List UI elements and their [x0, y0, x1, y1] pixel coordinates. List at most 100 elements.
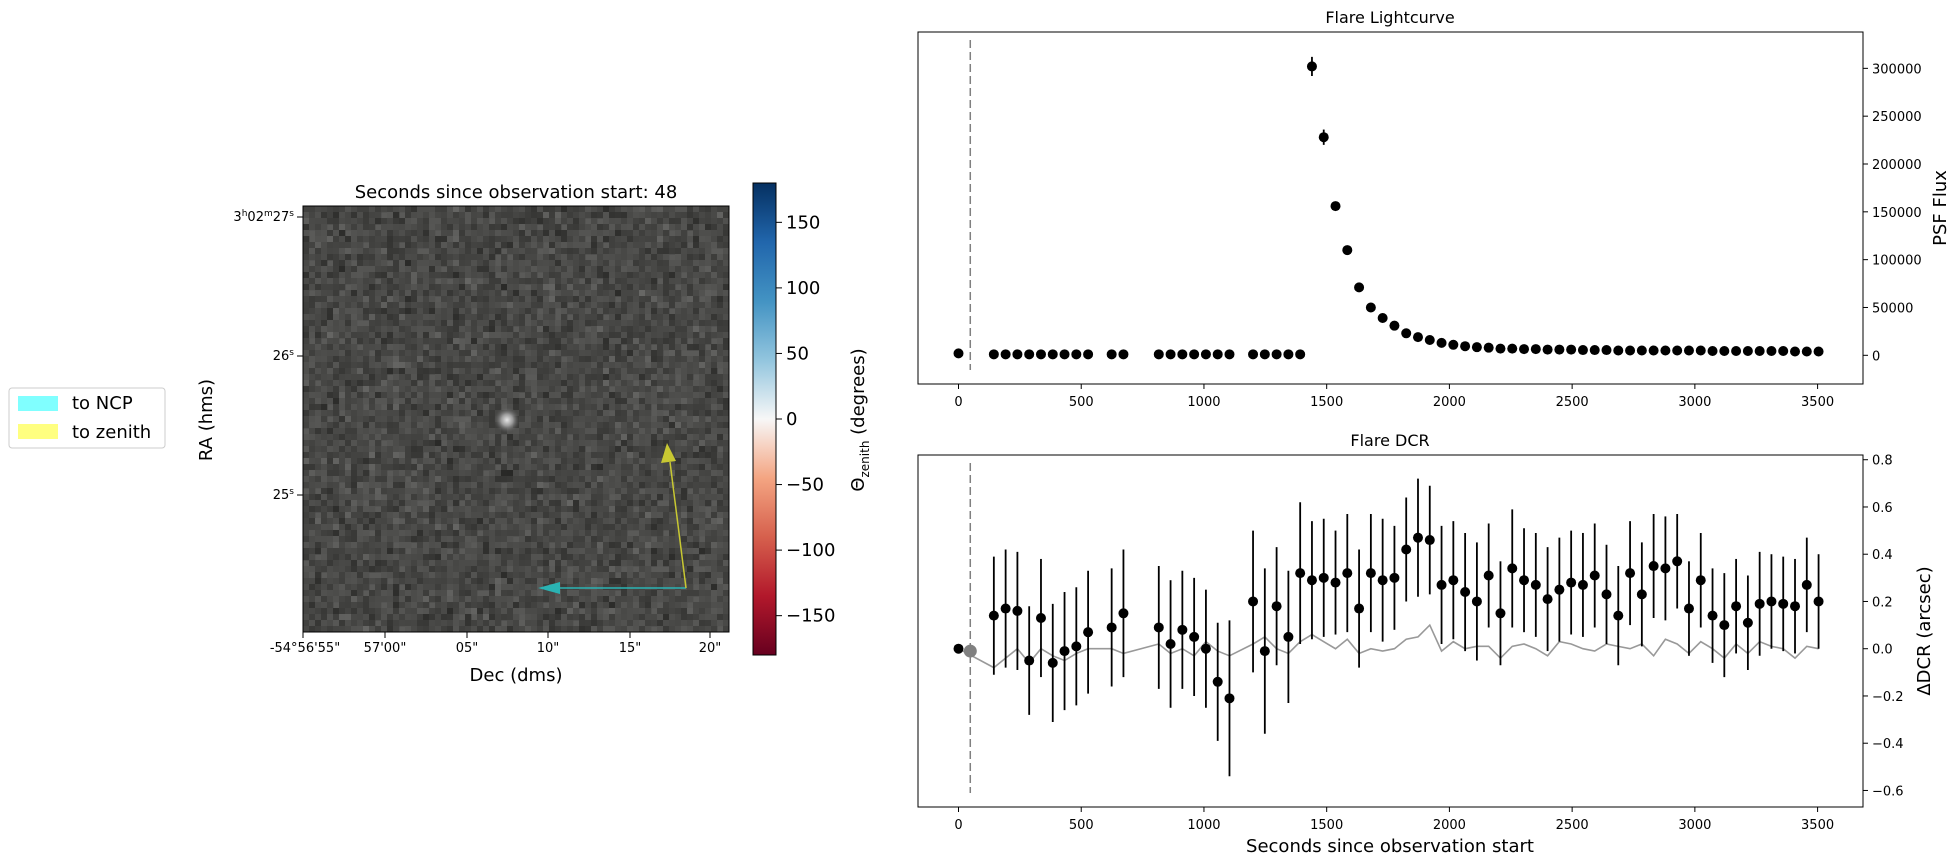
image-pixel: [405, 278, 412, 285]
image-pixel: [603, 386, 610, 393]
image-pixel: [321, 614, 328, 621]
image-pixel: [369, 596, 376, 603]
image-pixel: [621, 602, 628, 609]
image-pixel: [699, 206, 706, 213]
image-pixel: [633, 572, 640, 579]
image-pixel: [585, 260, 592, 267]
image-pixel: [405, 266, 412, 273]
image-pixel: [561, 512, 568, 519]
image-pixel: [705, 278, 712, 285]
data-point: [1000, 603, 1011, 614]
image-pixel: [591, 620, 598, 627]
image-pixel: [717, 482, 724, 489]
image-pixel: [579, 308, 586, 315]
image-pixel: [609, 218, 616, 225]
image-pixel: [591, 500, 598, 507]
image-pixel: [429, 380, 436, 387]
image-pixel: [507, 578, 514, 585]
image-pixel: [507, 596, 514, 603]
image-pixel: [333, 596, 340, 603]
image-pixel: [405, 350, 412, 357]
ytick-label: 150000: [1872, 206, 1922, 221]
image-pixel: [675, 236, 682, 243]
image-pixel: [405, 614, 412, 621]
image-pixel: [441, 566, 448, 573]
image-pixel: [627, 596, 634, 603]
image-pixel: [603, 476, 610, 483]
image-pixel: [351, 464, 358, 471]
image-pixel: [537, 362, 544, 369]
image-pixel: [315, 620, 322, 627]
image-pixel: [519, 380, 526, 387]
image-pixel: [705, 524, 712, 531]
image-pixel: [525, 464, 532, 471]
image-pixel: [555, 236, 562, 243]
image-pixel: [531, 500, 538, 507]
data-point: [1318, 132, 1329, 143]
image-pixel: [507, 500, 514, 507]
image-pixel: [387, 398, 394, 405]
image-pixel: [459, 362, 466, 369]
image-pixel: [675, 350, 682, 357]
legend-label-ncp: to NCP: [72, 393, 133, 414]
image-pixel: [645, 470, 652, 477]
image-pixel: [693, 296, 700, 303]
image-pixel: [585, 470, 592, 477]
image-pixel: [723, 416, 730, 423]
image-pixel: [543, 578, 550, 585]
image-pixel: [591, 494, 598, 501]
image-pixel: [495, 548, 502, 555]
image-pixel: [591, 416, 598, 423]
image-pixel: [579, 470, 586, 477]
image-pixel: [543, 488, 550, 495]
image-pixel: [471, 230, 478, 237]
image-pixel: [597, 428, 604, 435]
image-pixel: [591, 548, 598, 555]
image-pixel: [561, 368, 568, 375]
image-pixel: [567, 422, 574, 429]
image-pixel: [645, 392, 652, 399]
image-pixel: [657, 320, 664, 327]
image-pixel: [663, 470, 670, 477]
image-pixel: [687, 302, 694, 309]
image-pixel: [579, 602, 586, 609]
image-pixel: [465, 242, 472, 249]
data-point: [1083, 349, 1094, 360]
image-pixel: [549, 242, 556, 249]
image-pixel: [375, 362, 382, 369]
image-pixel: [315, 242, 322, 249]
image-pixel: [723, 404, 730, 411]
image-pixel: [645, 212, 652, 219]
image-pixel: [687, 464, 694, 471]
image-pixel: [537, 584, 544, 591]
image-pixel: [315, 542, 322, 549]
image-pixel: [339, 368, 346, 375]
image-pixel: [513, 374, 520, 381]
image-pixel: [609, 626, 616, 633]
image-pixel: [681, 284, 688, 291]
image-pixel: [537, 560, 544, 567]
image-pixel: [495, 278, 502, 285]
image-pixel: [357, 500, 364, 507]
image-pixel: [663, 386, 670, 393]
image-pixel: [345, 464, 352, 471]
image-pixel: [357, 584, 364, 591]
image-pixel: [663, 308, 670, 315]
image-pixel: [717, 518, 724, 525]
image-pixel: [555, 344, 562, 351]
image-pixel: [477, 584, 484, 591]
image-pixel: [303, 440, 310, 447]
image-pixel: [591, 452, 598, 459]
image-pixel: [363, 326, 370, 333]
image-pixel: [675, 248, 682, 255]
image-pixel: [369, 320, 376, 327]
image-pixel: [303, 386, 310, 393]
image-pixel: [435, 350, 442, 357]
image-pixel: [333, 278, 340, 285]
image-pixel: [477, 512, 484, 519]
image-pixel: [405, 254, 412, 261]
image-pixel: [603, 350, 610, 357]
image-pixel: [681, 524, 688, 531]
image-pixel: [711, 236, 718, 243]
dcr-axes-frame: [917, 454, 1864, 808]
